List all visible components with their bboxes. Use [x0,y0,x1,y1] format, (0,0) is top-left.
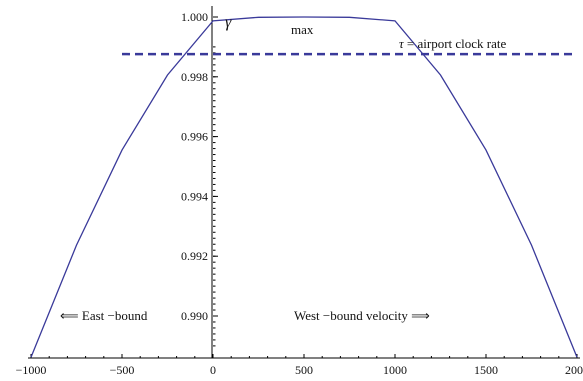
x-tick-label: 1500 [474,363,498,377]
tau-symbol: τ [399,36,405,51]
axes [28,6,580,359]
y-tick-label: 0.996 [181,130,208,144]
y-tick-label: 0.998 [181,70,208,84]
tau-text: = airport clock rate [404,36,507,51]
x-tick-label: 0 [210,363,216,377]
y-tick-label: 1.000 [181,10,208,24]
east-bound-label: ⟸ East −bound [60,308,148,323]
y-tick-label: 0.994 [181,189,208,203]
x-tick-label: 1000 [383,363,407,377]
gamma-curve [30,16,578,358]
max-label: max [291,22,314,37]
x-tick-label: −1000 [16,363,47,377]
tau-label: τ = airport clock rate [399,36,507,51]
gamma-label: γ [225,14,232,31]
west-bound-label: West −bound velocity ⟹ [294,308,430,323]
x-tick-label: 500 [295,363,313,377]
y-tick-label: 0.992 [181,249,208,263]
y-ticks: 0.990 0.992 0.994 0.996 0.998 1.000 [181,10,218,347]
x-tick-label: −500 [110,363,135,377]
y-tick-label: 0.990 [181,309,208,323]
